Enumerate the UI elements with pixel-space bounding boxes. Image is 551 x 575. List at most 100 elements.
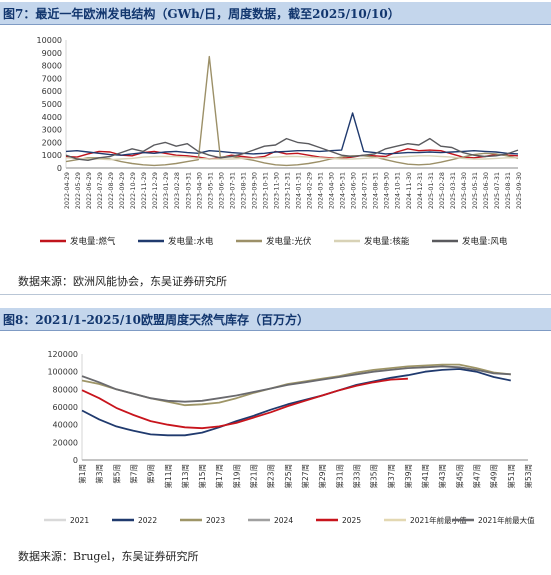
x-tick-label: 第1周	[77, 464, 87, 484]
x-tick-label: 2024-04-30	[328, 172, 336, 209]
x-tick-label: 2023-05-31	[206, 172, 214, 209]
x-tick-label: 2023-06-30	[217, 172, 225, 209]
x-tick-label: 2022-11-29	[140, 172, 148, 209]
figure-2-title-bar: 图8：2021/1-2025/10欧盟周度天然气库存（百万方）	[0, 308, 551, 331]
x-tick-label: 2022-12-29	[151, 172, 159, 209]
x-tick-label: 2024-08-31	[372, 172, 380, 209]
y-tick-label: 20000	[53, 438, 78, 447]
y-tick-label: 80000	[53, 385, 78, 394]
x-tick-label: 第17周	[214, 464, 224, 489]
x-tick-label: 2024-05-31	[339, 172, 347, 209]
figure-1-title-bar: 图7：最近一年欧洲发电结构（GWh/日，周度数据，截至2025/10/10）	[0, 2, 551, 25]
x-tick-label: 2025-07-31	[493, 172, 501, 209]
x-tick-label: 2025-05-31	[471, 172, 479, 209]
x-tick-label: 第53周	[523, 464, 533, 489]
y-tick-label: 9000	[42, 49, 62, 58]
series-line-3	[81, 363, 511, 407]
x-tick-label: 2023-09-30	[250, 172, 258, 209]
x-tick-label: 第43周	[437, 464, 447, 489]
x-tick-label: 2022-07-29	[96, 172, 104, 209]
y-tick-label: 60000	[53, 403, 78, 412]
figure-2-title: 图8：2021/1-2025/10欧盟周度天然气库存（百万方）	[3, 313, 309, 327]
x-tick-label: 第47周	[472, 464, 482, 489]
x-tick-label: 2022-06-29	[85, 172, 93, 209]
x-tick-label: 2023-12-31	[283, 172, 291, 209]
y-tick-label: 1000	[42, 151, 62, 160]
x-tick-label: 第11周	[163, 464, 173, 489]
y-tick-label: 7000	[42, 74, 62, 83]
x-tick-label: 第27周	[300, 464, 310, 489]
y-tick-label: 4000	[42, 113, 62, 122]
legend-label-6: 2021年前最小值	[410, 515, 467, 525]
x-tick-label: 2022-09-29	[118, 172, 126, 209]
x-tick-label: 2022-08-29	[107, 172, 115, 209]
x-tick-label: 第3周	[94, 464, 104, 484]
legend-label-2: 2022	[138, 516, 157, 525]
divider	[0, 294, 551, 295]
x-tick-label: 2024-09-30	[383, 172, 391, 209]
y-tick-label: 3000	[42, 126, 62, 135]
y-tick-label: 0	[57, 164, 62, 173]
y-tick-label: 0	[73, 456, 78, 465]
x-tick-label: 第5周	[111, 464, 121, 484]
series-line-4	[65, 155, 518, 161]
legend-label-5: 发电量:风电	[462, 236, 508, 247]
series-line-7	[81, 365, 511, 403]
legend-label-5: 2025	[342, 516, 361, 525]
legend-label-3: 发电量:光伏	[266, 236, 312, 247]
x-tick-label: 第39周	[403, 464, 413, 489]
x-tick-label: 2025-04-30	[460, 172, 468, 209]
x-tick-label: 第19周	[231, 464, 241, 489]
x-tick-label: 2023-03-31	[184, 172, 192, 209]
legend-label-1: 发电量:燃气	[70, 236, 116, 247]
x-tick-label: 2025-02-28	[438, 172, 446, 209]
x-tick-label: 第37周	[386, 464, 396, 489]
x-tick-label: 2023-01-29	[162, 172, 170, 209]
x-tick-label: 第9周	[146, 464, 156, 484]
x-tick-label: 2025-01-31	[427, 172, 435, 209]
chart-2-gas-storage: 020000400006000080000100000120000第1周 第3周第…	[44, 350, 535, 525]
x-tick-label: 第35周	[369, 464, 379, 489]
x-tick-label: 2025-06-30	[482, 172, 490, 209]
x-tick-label: 2024-01-31	[295, 172, 303, 209]
x-tick-label: 第25周	[283, 464, 293, 489]
series-line-5	[81, 377, 408, 430]
x-tick-label: 2022-10-29	[129, 172, 137, 209]
figure-1-title: 图7：最近一年欧洲发电结构（GWh/日，周度数据，截至2025/10/10）	[3, 7, 400, 21]
x-tick-label: 2024-03-31	[317, 172, 325, 209]
x-tick-label: 第7周	[128, 464, 138, 484]
y-tick-label: 40000	[53, 421, 78, 430]
legend-label-4: 发电量:核能	[364, 236, 410, 247]
x-tick-label: 2024-07-31	[361, 172, 369, 209]
x-tick-label: 2023-11-30	[272, 172, 280, 209]
x-tick-label: 2025-09-30	[515, 172, 523, 209]
legend-label-1: 2021	[70, 516, 89, 525]
series-line-3	[65, 55, 519, 167]
chart-1-power-mix: 0 1000 2000 3000 4000 5000 6000 7000 8000 9000 100…	[37, 36, 523, 247]
legend-label-2: 发电量:水电	[168, 236, 214, 247]
x-tick-label: 2024-06-30	[350, 172, 358, 209]
legend-label-3: 2023	[206, 516, 225, 525]
x-tick-label: 2022-05-29	[74, 172, 82, 209]
x-tick-label: 2024-10-31	[394, 172, 402, 209]
y-tick-label: 6000	[42, 87, 62, 96]
x-tick-label: 第49周	[489, 464, 499, 489]
x-tick-label: 第33周	[351, 464, 361, 489]
y-tick-label: 5000	[42, 100, 62, 109]
y-tick-label: 120000	[47, 350, 78, 359]
x-tick-label: 2025-03-31	[449, 172, 457, 209]
x-tick-label: 2025-08-31	[504, 172, 512, 209]
legend-label-4: 2024	[274, 516, 293, 525]
x-tick-label: 2023-07-31	[228, 172, 236, 209]
y-tick-label: 10000	[37, 36, 62, 45]
x-tick-label: 2024-11-30	[405, 172, 413, 209]
series-line-2	[65, 112, 519, 156]
x-tick-label: 第13周	[180, 464, 190, 489]
x-tick-label: 第45周	[454, 464, 464, 489]
x-tick-label: 2023-08-31	[239, 172, 247, 209]
x-tick-label: 2023-10-31	[261, 172, 269, 209]
x-tick-label: 2024-12-31	[416, 172, 424, 209]
x-tick-label: 2024-02-29	[306, 172, 314, 209]
x-tick-label: 第15周	[197, 464, 207, 489]
legend-label-7: 2021年前最大值	[478, 515, 535, 525]
